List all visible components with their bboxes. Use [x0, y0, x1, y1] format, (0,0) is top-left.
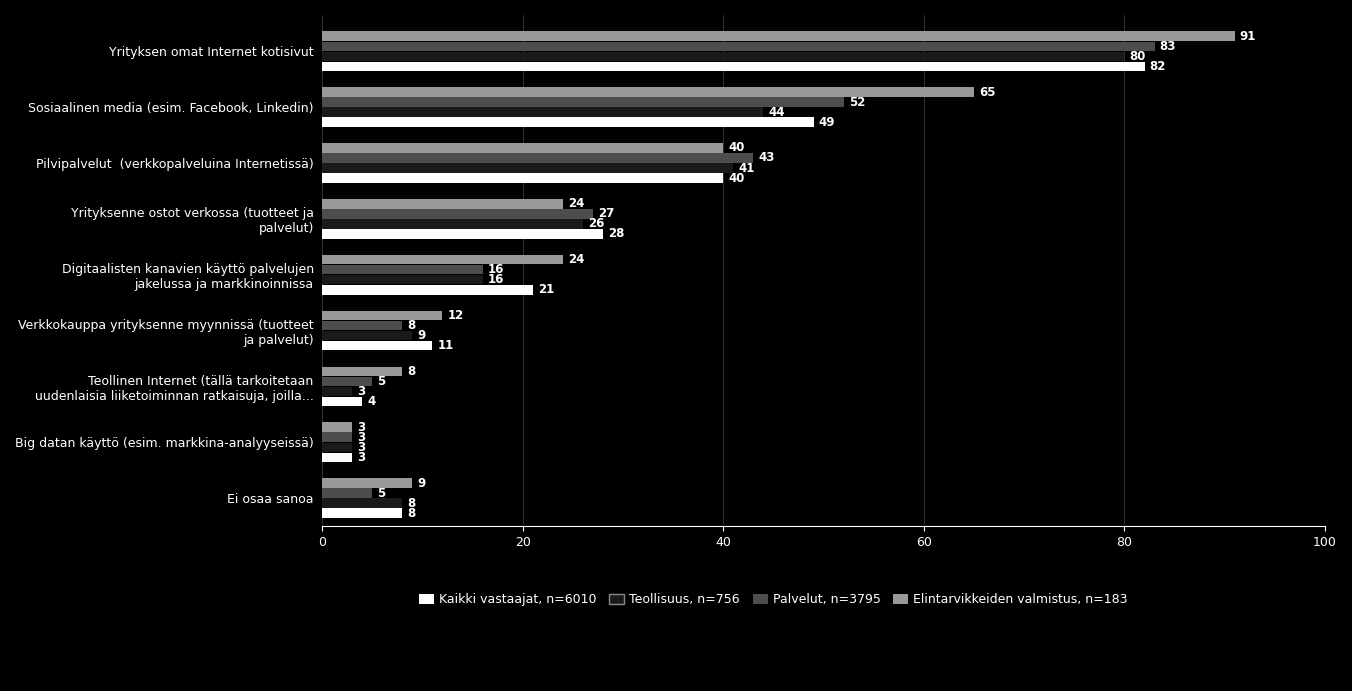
Text: 12: 12	[448, 309, 464, 322]
Text: 9: 9	[418, 329, 426, 342]
Bar	[322, 285, 533, 294]
Text: 8: 8	[407, 319, 415, 332]
Bar	[322, 331, 412, 341]
Bar	[322, 173, 723, 183]
Bar	[322, 311, 442, 320]
Bar	[322, 341, 433, 350]
Bar	[322, 229, 603, 238]
Text: 49: 49	[818, 115, 836, 129]
Bar	[322, 143, 723, 153]
Text: 26: 26	[588, 218, 604, 230]
Bar	[322, 163, 733, 173]
Text: 8: 8	[407, 507, 415, 520]
Text: 8: 8	[407, 365, 415, 378]
Text: 4: 4	[368, 395, 376, 408]
Text: 40: 40	[729, 171, 745, 184]
Bar	[322, 107, 764, 117]
Legend: Kaikki vastaajat, n=6010, Teollisuus, n=756, Palvelut, n=3795, Elintarvikkeiden : Kaikki vastaajat, n=6010, Teollisuus, n=…	[415, 589, 1133, 612]
Bar	[322, 209, 594, 218]
Text: 16: 16	[488, 263, 504, 276]
Text: 3: 3	[357, 421, 365, 434]
Bar	[322, 199, 562, 209]
Text: 28: 28	[608, 227, 625, 240]
Text: 40: 40	[729, 142, 745, 154]
Bar	[322, 97, 844, 107]
Bar	[322, 377, 372, 386]
Text: 5: 5	[377, 375, 385, 388]
Bar	[322, 478, 412, 488]
Bar	[322, 422, 352, 432]
Text: 5: 5	[377, 486, 385, 500]
Text: 11: 11	[438, 339, 454, 352]
Bar	[322, 255, 562, 265]
Bar	[322, 387, 352, 396]
Text: 80: 80	[1129, 50, 1146, 63]
Bar	[322, 321, 403, 330]
Text: 52: 52	[849, 95, 865, 108]
Bar	[322, 153, 753, 162]
Text: 43: 43	[758, 151, 775, 164]
Bar	[322, 442, 352, 452]
Text: 16: 16	[488, 273, 504, 286]
Bar	[322, 117, 814, 127]
Bar	[322, 87, 973, 97]
Bar	[322, 509, 403, 518]
Text: 41: 41	[738, 162, 754, 175]
Bar	[322, 61, 1145, 71]
Bar	[322, 397, 362, 406]
Text: 82: 82	[1149, 60, 1165, 73]
Text: 3: 3	[357, 441, 365, 454]
Bar	[322, 52, 1125, 61]
Bar	[322, 433, 352, 442]
Text: 21: 21	[538, 283, 554, 296]
Text: 3: 3	[357, 451, 365, 464]
Text: 27: 27	[598, 207, 614, 220]
Bar	[322, 489, 372, 498]
Bar	[322, 453, 352, 462]
Text: 9: 9	[418, 477, 426, 489]
Text: 8: 8	[407, 497, 415, 510]
Bar	[322, 32, 1234, 41]
Text: 91: 91	[1240, 30, 1256, 43]
Text: 24: 24	[568, 253, 584, 266]
Bar	[322, 498, 403, 508]
Bar	[322, 41, 1155, 51]
Text: 3: 3	[357, 430, 365, 444]
Text: 3: 3	[357, 385, 365, 398]
Bar	[322, 275, 483, 285]
Bar	[322, 265, 483, 274]
Text: 44: 44	[768, 106, 786, 119]
Bar	[322, 219, 583, 229]
Text: 24: 24	[568, 197, 584, 210]
Text: 83: 83	[1160, 40, 1176, 53]
Bar	[322, 367, 403, 376]
Text: 65: 65	[979, 86, 995, 99]
